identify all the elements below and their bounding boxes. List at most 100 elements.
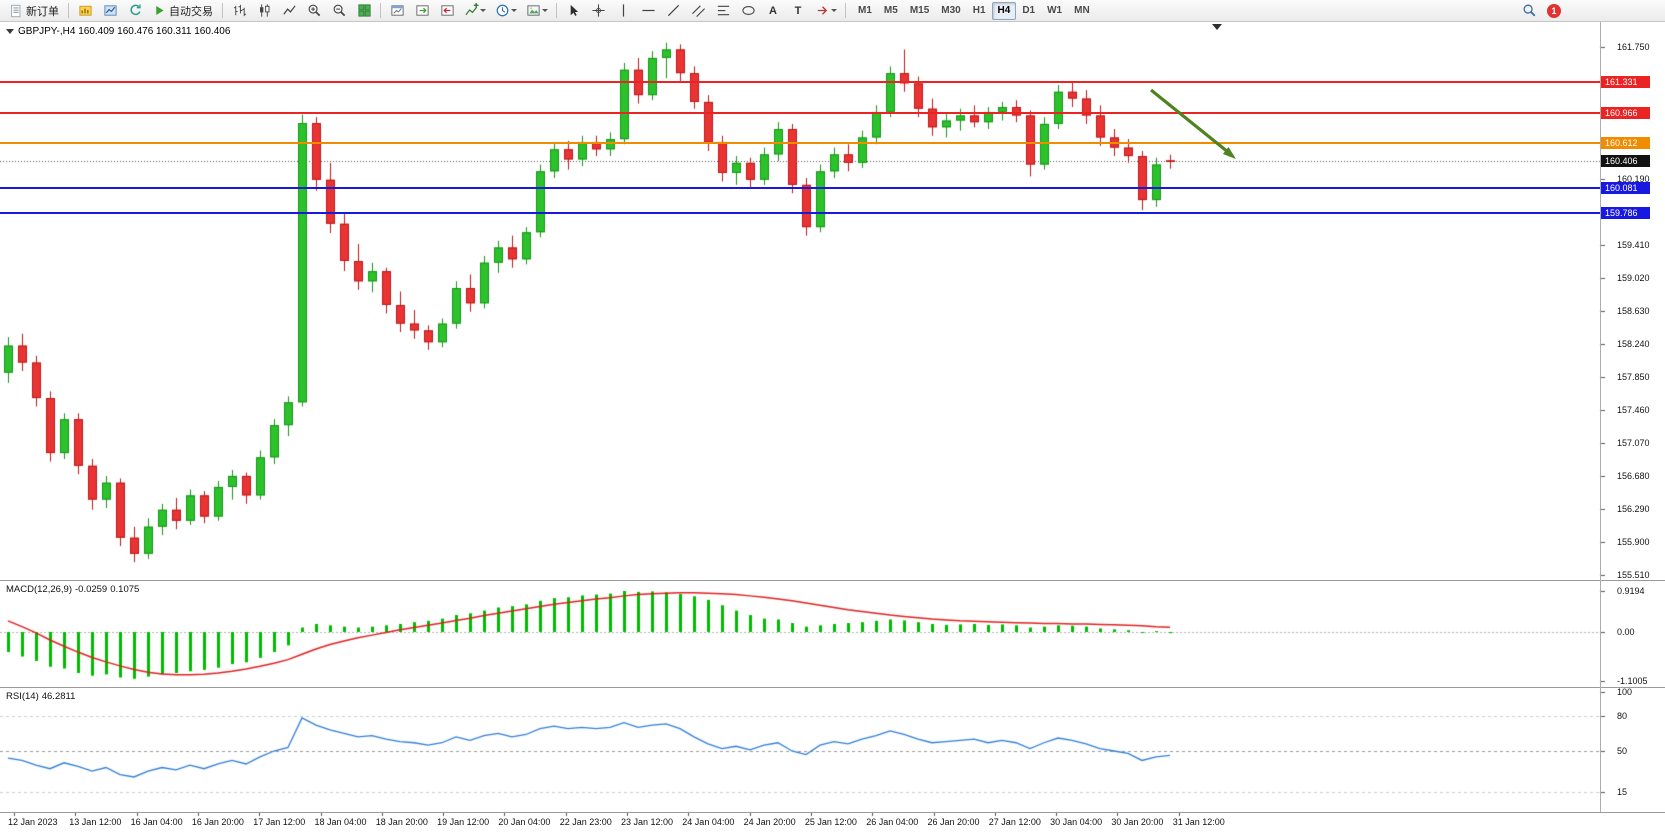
chart-title-text: GBPJPY-,H4 160.409 160.476 160.311 160.4… <box>18 26 231 37</box>
vertical-line-tool-icon[interactable] <box>611 1 635 21</box>
zoom-in-icon[interactable] <box>302 1 326 21</box>
templates-icon[interactable] <box>522 1 552 21</box>
tile-windows-icon[interactable] <box>352 1 376 21</box>
time-tick-label: 12 Jan 2023 <box>8 817 58 827</box>
collapse-one-click-icon[interactable] <box>6 29 14 34</box>
auto-trading-label: 自动交易 <box>169 5 213 18</box>
auto-trading-button[interactable]: 自动交易 <box>148 1 218 21</box>
new-order-button[interactable]: 新订单 <box>4 1 64 21</box>
horizontal-level-line-160.966[interactable] <box>0 112 1600 115</box>
price-tick-label: 159.020 <box>1617 272 1650 283</box>
time-tick-label: 27 Jan 12:00 <box>988 817 1041 827</box>
macd-tick-label: -1.1005 <box>1617 676 1648 687</box>
price-tick-label: 157.850 <box>1617 371 1650 382</box>
market-watch-icon[interactable] <box>98 1 122 21</box>
auto-scroll-icon[interactable] <box>435 1 459 21</box>
notification-badge[interactable]: 1 <box>1547 3 1561 18</box>
indicators-caret-icon <box>480 9 486 12</box>
time-tick-label: 13 Jan 12:00 <box>69 817 122 827</box>
rsi-pane-separator[interactable] <box>0 687 1665 688</box>
horizontal-level-line-161.331[interactable] <box>0 81 1600 84</box>
zoom-out-icon[interactable] <box>327 1 351 21</box>
horizontal-level-line-160.081[interactable] <box>0 187 1600 190</box>
time-tick-label: 18 Jan 04:00 <box>314 817 367 827</box>
notification-count: 1 <box>1551 5 1557 16</box>
timeframe-d1[interactable]: D1 <box>1022 4 1036 16</box>
time-tick-label: 24 Jan 04:00 <box>682 817 735 827</box>
price-tick-label: 157.070 <box>1617 437 1650 448</box>
cursor-icon[interactable] <box>561 1 585 21</box>
indicators-icon[interactable] <box>460 1 490 21</box>
time-axis-separator <box>0 812 1665 813</box>
timeframe-h4[interactable]: H4 <box>991 1 1017 20</box>
refresh-icon[interactable] <box>123 1 147 21</box>
timeframe-mn[interactable]: MN <box>1074 4 1090 16</box>
text-tool-icon[interactable]: A <box>761 1 785 21</box>
periods-icon[interactable] <box>491 1 521 21</box>
toolbar-separator <box>845 3 846 18</box>
macd-name: MACD(12,26,9) <box>6 584 72 595</box>
time-tick-label: 31 Jan 12:00 <box>1172 817 1225 827</box>
time-tick-label: 17 Jan 12:00 <box>253 817 306 827</box>
horizontal-level-line-159.786[interactable] <box>0 212 1600 215</box>
price-tick-label: 159.410 <box>1617 239 1650 250</box>
price-tick-label: 158.240 <box>1617 338 1650 349</box>
text-tool-glyph: A <box>769 4 777 17</box>
price-tag-161.331: 161.331 <box>1601 76 1650 89</box>
time-tick-label: 30 Jan 20:00 <box>1111 817 1164 827</box>
toolbar-separator <box>556 3 557 18</box>
timeframe-m1[interactable]: M1 <box>858 4 872 16</box>
rsi-label: RSI(14) 46.2811 <box>6 691 78 702</box>
trendline-tool-icon[interactable] <box>661 1 685 21</box>
rsi-tick-label: 50 <box>1617 746 1628 756</box>
macd-value: -0.0259 <box>75 584 108 595</box>
timeframe-w1[interactable]: W1 <box>1047 4 1063 16</box>
rsi-value: 46.2811 <box>41 691 76 702</box>
horizontal-level-line-160.612[interactable] <box>0 142 1600 145</box>
price-tag-160.966: 160.966 <box>1601 107 1650 120</box>
arrows-tool-icon[interactable] <box>811 1 841 21</box>
macd-pane-separator[interactable] <box>0 580 1665 581</box>
timeframe-m5[interactable]: M5 <box>883 4 898 16</box>
horizontal-line-tool-icon[interactable] <box>636 1 660 21</box>
timeframe-h1[interactable]: H1 <box>972 4 986 16</box>
label-tool-glyph: T <box>794 4 802 17</box>
auto-trading-icon <box>156 6 164 15</box>
timeframe-group: M1 M5 M15 M30 H1 H4 D1 W1 MN <box>852 1 1096 20</box>
time-tick-label: 24 Jan 20:00 <box>743 817 796 827</box>
candlestick-chart-type-icon[interactable] <box>252 1 276 21</box>
fibonacci-tool-icon[interactable] <box>711 1 735 21</box>
price-tick-label: 158.630 <box>1617 305 1650 316</box>
templates-caret-icon <box>542 9 548 12</box>
time-tick-label: 19 Jan 12:00 <box>437 817 490 827</box>
chart-shift-marker[interactable] <box>1212 24 1222 30</box>
search-icon[interactable] <box>1517 1 1541 21</box>
line-chart-type-icon[interactable] <box>277 1 301 21</box>
time-tick-label: 22 Jan 23:00 <box>559 817 612 827</box>
macd-tick-label: 0.9194 <box>1617 585 1645 596</box>
macd-tick-label: 0.00 <box>1617 627 1635 637</box>
timeframe-m15[interactable]: M15 <box>909 4 930 16</box>
shapes-tool-icon[interactable] <box>736 1 760 21</box>
price-tag-159.786: 159.786 <box>1601 207 1650 220</box>
price-tick-label: 157.460 <box>1617 404 1650 415</box>
price-axis-border <box>1600 22 1601 812</box>
new-chart-icon[interactable] <box>385 1 409 21</box>
time-tick-label: 18 Jan 20:00 <box>375 817 428 827</box>
price-tick-label: 155.900 <box>1617 536 1650 547</box>
price-tag-160.406: 160.406 <box>1601 154 1650 167</box>
label-tool-icon[interactable]: T <box>786 1 810 21</box>
channel-tool-icon[interactable] <box>686 1 710 21</box>
chart-shift-toggle-icon[interactable] <box>410 1 434 21</box>
rsi-tick-label: 15 <box>1617 787 1628 798</box>
crosshair-icon[interactable] <box>586 1 610 21</box>
trend-arrow-annotation[interactable] <box>1143 82 1253 177</box>
charts-profile-icon[interactable] <box>73 1 97 21</box>
timeframe-m30[interactable]: M30 <box>941 4 961 16</box>
time-tick-label: 23 Jan 12:00 <box>621 817 674 827</box>
time-tick-label: 26 Jan 20:00 <box>927 817 980 827</box>
bar-chart-type-icon[interactable] <box>227 1 251 21</box>
time-tick-label: 16 Jan 04:00 <box>130 817 183 827</box>
